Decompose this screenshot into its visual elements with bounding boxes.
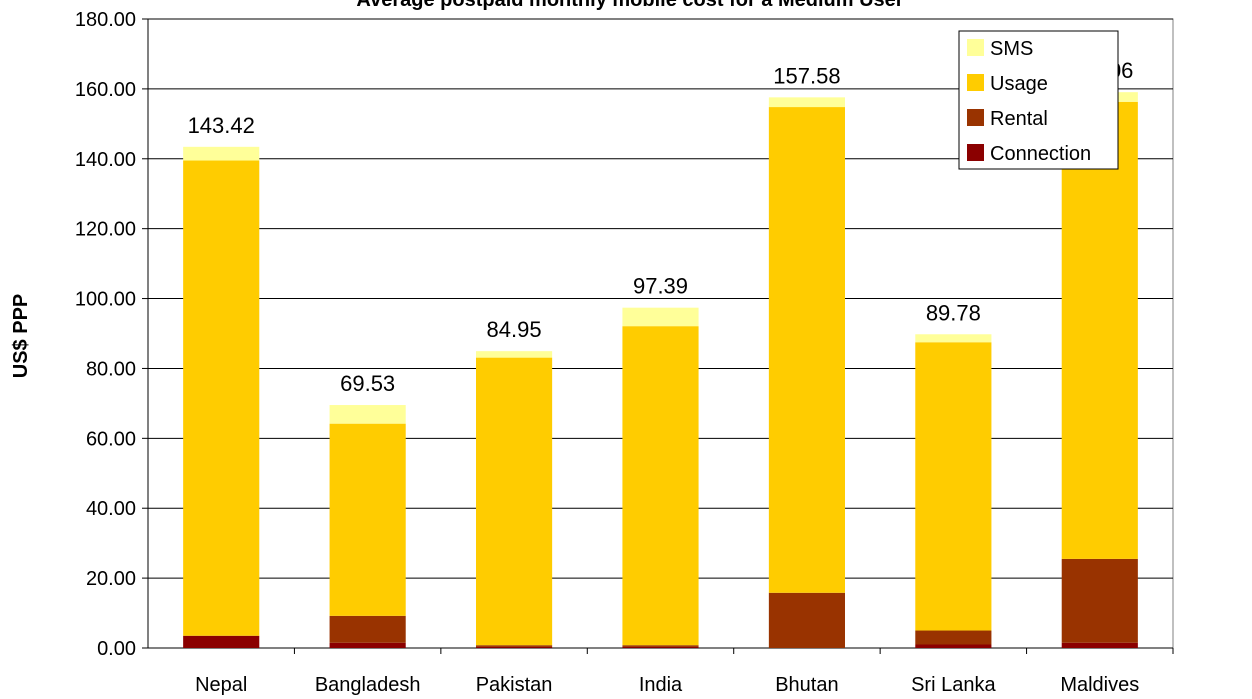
bar-segment-usage [1061, 101, 1138, 559]
bar-segment-sms [476, 351, 553, 358]
legend-label-usage: Usage [990, 73, 1048, 95]
x-axis-ticks: Nepal Bangladesh Pakistan India Bhutan Sri La… [195, 648, 1174, 696]
bar-segment-connection [183, 635, 260, 648]
bar-segment-connection [476, 646, 553, 648]
bar-total-label: 84.95 [487, 317, 542, 342]
bar-segment-rental [622, 645, 699, 647]
bar-segment-connection [1061, 642, 1138, 648]
bar-segment-usage [329, 423, 406, 616]
bar-segment-usage [768, 107, 845, 593]
y-tick-label: 0.00 [97, 638, 136, 660]
bar-segment-sms [768, 97, 845, 108]
bar-segment-rental [476, 645, 553, 647]
y-tick-label: 160.00 [75, 79, 136, 101]
bar-segment-connection [329, 642, 406, 648]
legend-box [958, 30, 1119, 170]
legend: SMS Usage Rental Connection [958, 30, 1119, 170]
bar-total-label: 97.39 [633, 274, 688, 299]
x-tick-label: Pakistan [476, 674, 553, 696]
bar-total-label: 69.53 [340, 371, 395, 396]
x-tick-label: Bangladesh [315, 674, 421, 696]
y-tick-label: 80.00 [86, 358, 136, 380]
legend-label-rental: Rental [990, 108, 1048, 130]
bar-segment-connection [622, 646, 699, 648]
bar-segment-rental [329, 615, 406, 643]
bar-segment-usage [622, 326, 699, 646]
bar-total-label: 157.58 [773, 63, 840, 88]
bar-segment-usage [183, 160, 260, 636]
bar-total-label: 89.78 [926, 300, 981, 325]
y-tick-label: 120.00 [75, 219, 136, 241]
bars [183, 92, 1138, 648]
bar-segment-sms [622, 307, 699, 327]
bar-segment-usage [476, 357, 553, 646]
chart-title: Average postpaid monthly mobile cost for… [356, 0, 903, 11]
bar-segment-sms [183, 146, 260, 161]
legend-swatch-rental [967, 109, 984, 126]
y-tick-label: 40.00 [86, 498, 136, 520]
bar-segment-rental [1061, 558, 1138, 643]
legend-swatch-usage [967, 74, 984, 91]
legend-swatch-sms [967, 39, 984, 56]
bar-segment-sms [915, 334, 992, 343]
legend-label-sms: SMS [990, 38, 1033, 60]
y-tick-label: 60.00 [86, 428, 136, 450]
legend-swatch-connection [967, 144, 984, 161]
y-tick-label: 20.00 [86, 568, 136, 590]
bar-segment-usage [915, 342, 992, 631]
y-axis-ticks: 0.00 20.00 40.00 60.00 80.00 100.00 120.00 140.… [75, 9, 1173, 660]
x-tick-label: India [639, 674, 683, 696]
bar-segment-rental [915, 630, 992, 645]
x-tick-label: Sri Lanka [911, 674, 996, 696]
bar-segment-sms [329, 405, 406, 424]
bar-segment-rental [768, 592, 845, 648]
bar-segment-connection [915, 644, 992, 648]
x-tick-label: Nepal [195, 674, 247, 696]
legend-label-connection: Connection [990, 143, 1091, 165]
y-axis-label: US$ PPP [10, 294, 32, 378]
y-tick-label: 100.00 [75, 289, 136, 311]
bar-total-label: 143.42 [188, 113, 255, 138]
x-tick-label: Maldives [1060, 674, 1139, 696]
y-tick-label: 140.00 [75, 149, 136, 171]
x-tick-label: Bhutan [775, 674, 838, 696]
y-tick-label: 180.00 [75, 9, 136, 31]
